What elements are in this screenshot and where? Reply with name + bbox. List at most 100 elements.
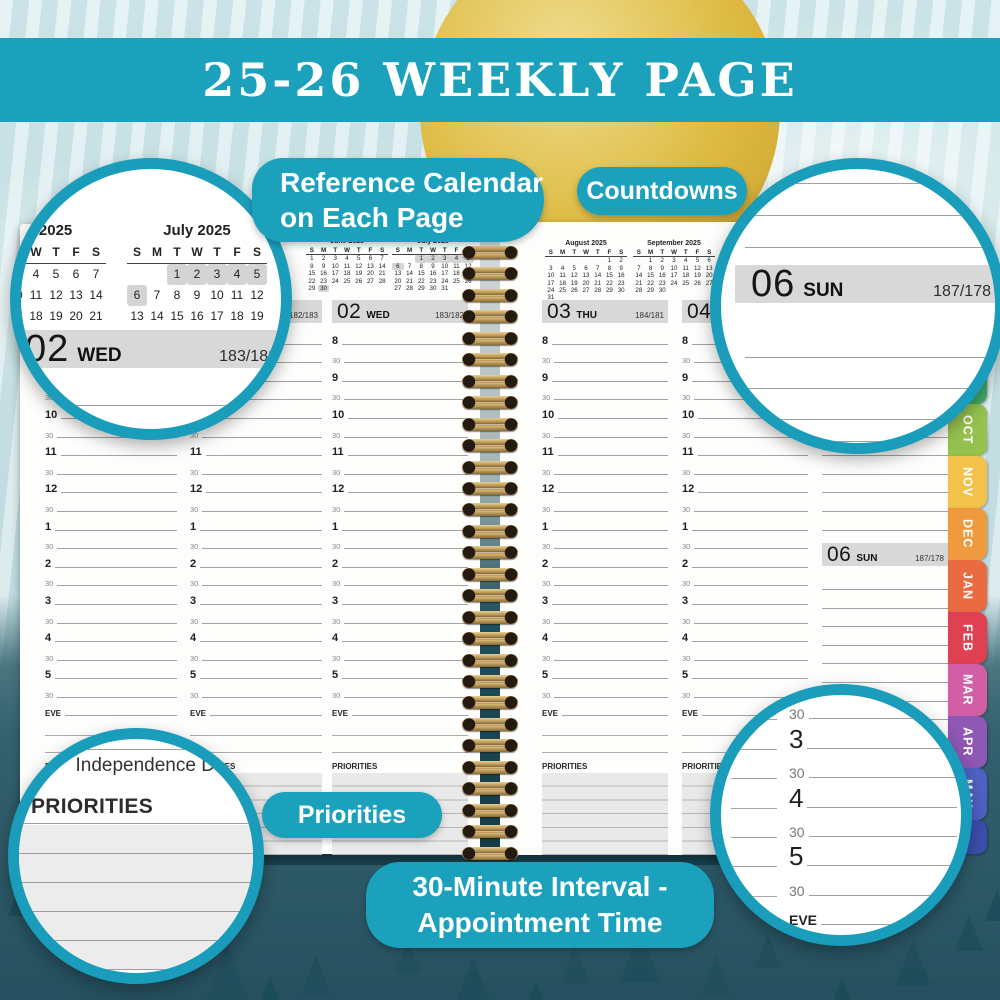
date-cell: 18 [343, 270, 351, 278]
slot-line [557, 455, 668, 457]
time-slot-label: 30 [542, 504, 551, 514]
date-cell: 16 [320, 270, 327, 278]
time-slot-label: 3 [789, 723, 804, 754]
time-slot-row: EVE [332, 701, 468, 720]
weekday-cell: T [167, 242, 187, 264]
day-of-year: 183/182 [219, 348, 277, 365]
weekday-label: SUN [856, 552, 878, 564]
weekday-cell: W [341, 247, 353, 256]
date-cell: 17 [441, 270, 449, 278]
time-slot-row: 12 [542, 478, 668, 497]
slot-line [694, 436, 808, 438]
banner-title: 25-26 WEEKLY PAGE [202, 53, 798, 107]
slot-line [694, 548, 808, 550]
day-number: 06 [751, 263, 796, 305]
time-slot-label: 30 [542, 356, 551, 366]
date-cell: 9 [431, 262, 435, 270]
spiral-coil [462, 846, 518, 860]
time-slot-label: 30 [789, 706, 805, 723]
date-cell [668, 287, 680, 294]
date-cell: 13 [69, 288, 83, 302]
spiral-coil [462, 825, 518, 839]
time-slot-label: 5 [542, 669, 549, 682]
time-slot-row: 3 [45, 589, 177, 608]
month-tab-label: APR [960, 727, 975, 757]
slot-line [202, 473, 322, 475]
time-slot-label: 30 [682, 504, 691, 514]
time-slot-label: 30 [190, 579, 199, 589]
date-cell: 22 [308, 277, 316, 285]
spiral-coil [462, 396, 518, 410]
slot-line [344, 436, 468, 438]
time-slot-row: 30 [542, 348, 668, 367]
notes-line [190, 736, 322, 754]
spiral-coil [462, 331, 518, 345]
slot-line [57, 622, 177, 624]
date-cell: 17 [10, 309, 23, 323]
time-slot-row: 30 [542, 422, 668, 441]
weekday-cell: M [556, 249, 569, 258]
date-cell: 16 [658, 272, 666, 280]
date-cell: 10 [10, 288, 23, 302]
date-cell: 14 [406, 270, 413, 278]
time-slot-row: 4 [682, 627, 808, 646]
date-cell: 27 [366, 277, 374, 285]
weekday-cell: T [415, 247, 428, 256]
ruled-line [19, 823, 253, 824]
day-header: 06 SUN 187/178 [822, 542, 948, 566]
date-cell: 12 [693, 264, 701, 272]
slot-line [348, 492, 468, 494]
callout-appointment-time: 30-Minute Interval - Appointment Time [366, 862, 714, 948]
date-cell: 5 [52, 267, 60, 281]
slot-line [731, 748, 777, 750]
time-slot-row: 1 [542, 515, 668, 534]
pine-tree-silhouette [300, 955, 332, 996]
spiral-coil [462, 675, 518, 688]
time-slot-row: 5 [682, 664, 808, 683]
day-column: 02 WED 183/182 8 30 9 30 10 30 11 30 12 30 1 30 2 30 3 30 4… [332, 300, 468, 856]
slot-line [558, 417, 668, 419]
month-tab-mar: MAR [948, 664, 987, 716]
date-cell: 19 [49, 309, 63, 323]
slot-line [821, 924, 957, 926]
slot-line [554, 622, 668, 624]
time-slot-row: 30 [45, 682, 177, 701]
day-number: 03 [547, 300, 572, 323]
slot-line [552, 641, 668, 643]
ruled-line [745, 357, 989, 358]
time-slot-label: 9 [682, 371, 689, 384]
time-slot-label: 30 [682, 690, 691, 700]
slot-line [731, 925, 777, 927]
time-slot-row: 1 [190, 515, 322, 534]
slot-line [697, 455, 808, 457]
slot-line [202, 622, 322, 624]
slot-line [692, 603, 808, 605]
date-cell: 18 [230, 309, 244, 323]
time-slot-label: 30 [542, 616, 551, 626]
slot-line [694, 585, 808, 587]
time-slot-row: 11 [682, 441, 808, 460]
date-cell: 30 [317, 284, 330, 293]
slot-line [205, 455, 322, 457]
date-cell: 2 [321, 255, 326, 263]
date-cell: 22 [647, 279, 654, 287]
weekday-cell: M [147, 242, 167, 264]
time-slot-label: 30 [332, 653, 341, 663]
time-slot-label: 30 [190, 467, 199, 477]
day-number: 02 [25, 328, 70, 370]
weekday-cell: T [656, 249, 669, 258]
time-slot-label: 30 [332, 690, 341, 700]
time-slot-label: 3 [45, 594, 52, 607]
date-cell: 31 [441, 284, 449, 292]
magnifier-reference-calendar: June 2025SMTWTFS123456789101112131415161… [10, 158, 292, 440]
slot-line [348, 417, 468, 419]
date-cell: 27 [582, 286, 590, 294]
date-cell [353, 285, 365, 292]
ruled-line [745, 419, 989, 420]
date-cell [633, 257, 645, 264]
time-slot-label: EVE [789, 912, 818, 929]
time-slot-label: 30 [45, 504, 54, 514]
slot-line [57, 473, 177, 475]
date-cell: 8 [419, 262, 423, 270]
